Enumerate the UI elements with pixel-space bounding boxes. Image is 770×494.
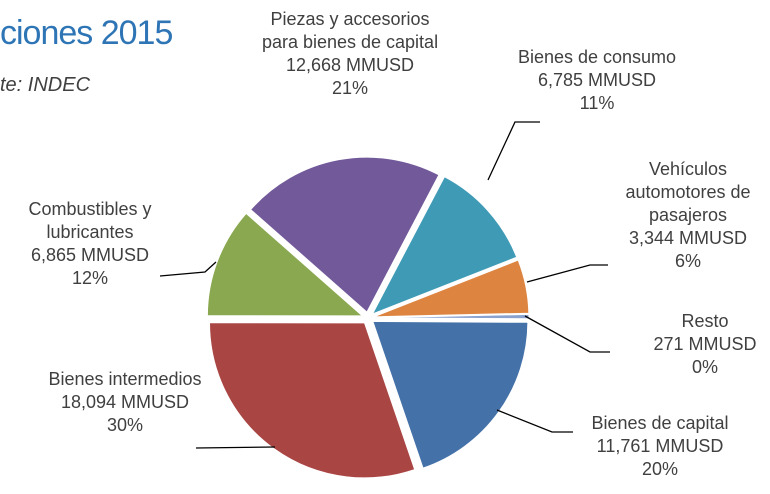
data-label: Bienes de consumo 6,785 MMUSD 11% <box>517 46 677 115</box>
leader-line <box>487 121 540 181</box>
slice-name: Bienes de capital <box>591 413 729 433</box>
pie-slice <box>371 176 518 315</box>
chart-subtitle: te: INDEC <box>0 74 91 96</box>
leader-line <box>524 315 610 353</box>
pie-slice <box>372 320 529 469</box>
leader-line <box>496 409 573 433</box>
data-label: Bienes intermedios 18,094 MMUSD 30% <box>20 368 230 437</box>
slice-value: 3,344 MMUSD <box>628 228 748 248</box>
slice-name: Vehículos automotores de pasajeros <box>625 159 751 225</box>
slice-value: 0% <box>691 357 718 377</box>
slice-value: 12,668 MMUSD <box>285 55 415 75</box>
data-label: Combustibles y lubricantes 6,865 MMUSD 12% <box>0 198 180 290</box>
data-label: Piezas y accesorios para bienes de capit… <box>250 8 450 100</box>
slice-value: 6% <box>674 251 701 271</box>
pie-slice <box>206 212 364 317</box>
slice-value: 11,761 MMUSD <box>596 436 724 456</box>
slice-value: 6,785 MMUSD <box>537 70 657 90</box>
slice-value: 21% <box>331 78 369 98</box>
data-label: Resto 271 MMUSD 0% <box>610 310 770 379</box>
leader-line <box>195 446 276 449</box>
data-label: Bienes de capital 11,761 MMUSD 20% <box>560 412 760 481</box>
slice-value: 6,865 MMUSD <box>30 245 150 265</box>
pie-slice <box>249 156 440 313</box>
slice-name: Resto <box>681 311 729 331</box>
pie-slice <box>373 259 530 318</box>
leader-line <box>159 261 217 277</box>
slice-name: Combustibles y lubricantes <box>28 199 152 242</box>
slice-value: 11% <box>579 93 615 113</box>
data-label: Vehículos automotores de pasajeros 3,344 … <box>598 158 770 273</box>
slice-name: Bienes de consumo <box>517 47 677 67</box>
leader-line <box>526 264 608 283</box>
chart-title: ciones 2015 <box>0 14 173 52</box>
slice-name: Piezas y accesorios para bienes de capit… <box>261 9 439 52</box>
slice-value: 271 MMUSD <box>653 334 757 354</box>
slice-name: Bienes intermedios <box>48 369 202 389</box>
slice-value: 30% <box>106 415 144 435</box>
pie-slice <box>209 322 416 479</box>
slice-value: 12% <box>71 268 109 288</box>
slice-value: 18,094 MMUSD <box>60 392 190 412</box>
slice-value: 20% <box>641 459 679 479</box>
